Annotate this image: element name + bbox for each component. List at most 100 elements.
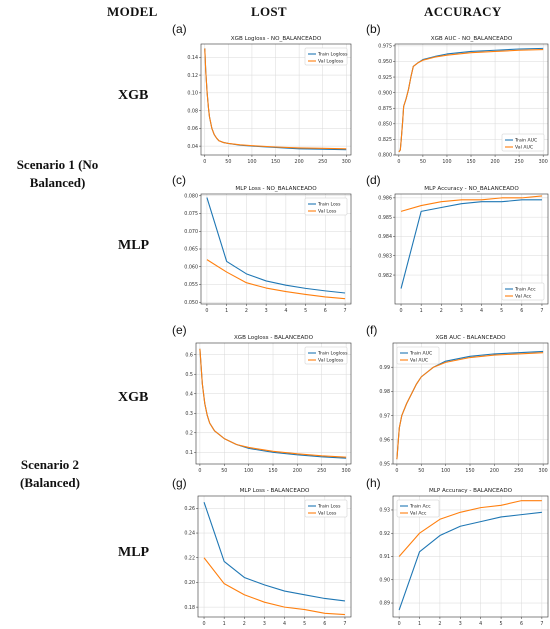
chart-b-xtick-label: 50: [420, 159, 426, 165]
chart-d-xtick-label: 2: [440, 308, 443, 314]
chart-e-ytick-label: 0.5: [185, 372, 193, 378]
chart-d-title: MLP Accuracy - NO_BALANCEADO: [424, 186, 519, 192]
chart-h-xtick-label: 7: [540, 621, 543, 627]
chart-a-ytick-label: 0.06: [187, 126, 198, 132]
chart-b-ytick-label: 0.950: [378, 59, 392, 65]
chart-c-xtick-label: 1: [225, 308, 228, 314]
chart-b-ytick-label: 0.925: [378, 75, 392, 81]
chart-d-xtick-label: 5: [500, 308, 503, 314]
chart-a-ytick-label: 0.10: [187, 91, 198, 97]
scenario-1-line-2: Balanced): [29, 175, 86, 190]
chart-f-legend-label: Val AUC: [410, 358, 428, 364]
chart-c-series-val-line: [206, 259, 346, 300]
chart-g-ytick-label: 0.20: [184, 580, 195, 586]
chart-a-xtick-label: 50: [225, 159, 231, 165]
chart-g-xtick-label: 1: [223, 621, 226, 627]
chart-a-series-val-line: [204, 48, 347, 150]
chart-e-legend-label: Train Logloss: [317, 351, 348, 357]
chart-b-series-val-line: [398, 49, 544, 153]
chart-c-xtick-label: 0: [205, 308, 208, 314]
chart-b-ytick-label: 0.800: [378, 153, 392, 159]
chart-e-xtick-label: 200: [293, 468, 302, 474]
chart-f-series-val-line: [396, 352, 544, 460]
chart-b-frame: [394, 43, 549, 156]
chart-e-title: XGB Logloss - BALANCEADO: [234, 335, 314, 341]
chart-b-legend-label: Val AUC: [515, 145, 533, 151]
chart-d-ytick-label: 0.986: [378, 196, 392, 202]
chart-h-ytick-label: 0.93: [379, 508, 390, 514]
chart-e-series-val-line: [199, 348, 347, 458]
chart-c-xtick-label: 5: [304, 308, 307, 314]
chart-e-frame: [195, 342, 352, 465]
chart-g-xtick-label: 7: [343, 621, 346, 627]
chart-b-xtick-label: 200: [490, 159, 499, 165]
chart-a-legend-label: Train Logloss: [317, 52, 348, 58]
chart-f-xtick-label: 150: [465, 468, 474, 474]
chart-e-ytick-label: 0.4: [185, 391, 193, 397]
chart-f-ytick-label: 0.97: [379, 413, 390, 419]
chart-g-xtick-label: 5: [303, 621, 306, 627]
chart-f-frame: [392, 342, 549, 465]
model-label-xgb-2: XGB: [118, 390, 149, 405]
chart-g-xtick-label: 6: [323, 621, 326, 627]
chart-a-legend-label: Val Logloss: [318, 59, 344, 65]
chart-d-xtick-label: 0: [400, 308, 403, 314]
chart-f-title: XGB AUC - BALANCEADO: [435, 335, 506, 341]
chart-e-xtick-label: 50: [221, 468, 227, 474]
chart-e-xtick-label: 150: [268, 468, 277, 474]
chart-f-ytick-label: 0.99: [379, 365, 390, 371]
chart-f-xtick-label: 50: [418, 468, 424, 474]
chart-g-xtick-label: 2: [243, 621, 246, 627]
chart-a-title: XGB Logloss - NO_BALANCEADO: [231, 36, 322, 42]
chart-h-xtick-label: 2: [438, 621, 441, 627]
chart-c-xtick-label: 6: [324, 308, 327, 314]
scenario-1-label: Scenario 1 (No Balanced): [0, 156, 115, 192]
chart-c-ytick-label: 0.050: [184, 300, 198, 306]
chart-d-ytick-label: 0.983: [378, 253, 392, 259]
chart-g-series-val-line: [203, 557, 345, 616]
chart-e-xtick-label: 0: [198, 468, 201, 474]
chart-b-xtick-label: 150: [466, 159, 475, 165]
chart-b-ytick-label: 0.975: [378, 44, 392, 50]
scenario-1-line-1: Scenario 1 (No: [16, 157, 99, 172]
chart-h-legend-label: Train Acc: [409, 504, 431, 510]
chart-b-ytick-label: 0.900: [378, 90, 392, 96]
chart-d-xtick-label: 4: [480, 308, 483, 314]
chart-e-ytick-label: 0.2: [185, 430, 193, 436]
chart-g-ytick-label: 0.18: [184, 605, 195, 611]
chart-h-xtick-label: 1: [418, 621, 421, 627]
chart-b-xtick-label: 300: [539, 159, 548, 165]
chart-h-ytick-label: 0.89: [379, 601, 390, 607]
header-model: MODEL: [107, 4, 158, 19]
chart-b-title: XGB AUC - NO_BALANCEADO: [431, 36, 513, 42]
chart-g-xtick-label: 0: [203, 621, 206, 627]
panel-label-e: (e): [172, 323, 187, 337]
chart-d-xtick-label: 6: [520, 308, 523, 314]
chart-c-xtick-label: 2: [245, 308, 248, 314]
chart-e-ytick-label: 0.1: [185, 450, 193, 456]
chart-a-xtick-label: 250: [318, 159, 327, 165]
chart-d-xtick-label: 7: [540, 308, 543, 314]
chart-a-xtick-label: 0: [203, 159, 206, 165]
header-lost: LOST: [251, 4, 287, 19]
chart-d-ytick-label: 0.982: [378, 273, 392, 279]
scenario-2-line-1: Scenario 2: [20, 457, 80, 472]
chart-f-xtick-label: 200: [490, 468, 499, 474]
chart-h-xtick-label: 5: [500, 621, 503, 627]
chart-a-xtick-label: 200: [295, 159, 304, 165]
model-label-xgb-1: XGB: [118, 88, 149, 103]
chart-b-ytick-label: 0.825: [378, 137, 392, 143]
chart-e-ytick-label: 0.6: [185, 352, 193, 358]
chart-a-xtick-label: 150: [271, 159, 280, 165]
scenario-2-label: Scenario 2 (Balanced): [0, 456, 100, 492]
chart-e-xtick-label: 300: [342, 468, 351, 474]
chart-c-xtick-label: 3: [265, 308, 268, 314]
panel-label-c: (c): [172, 173, 186, 187]
chart-f-ytick-label: 0.96: [379, 438, 390, 444]
panel-label-a: (a): [172, 22, 187, 36]
